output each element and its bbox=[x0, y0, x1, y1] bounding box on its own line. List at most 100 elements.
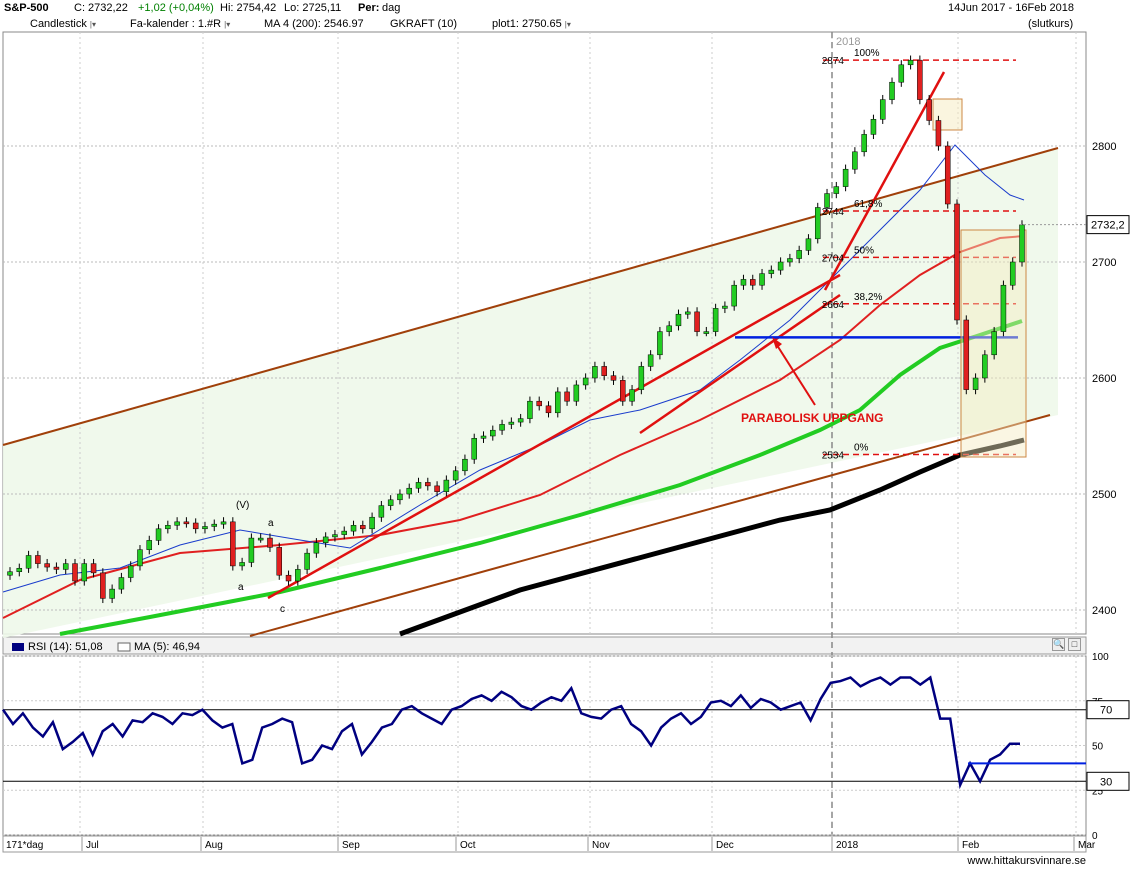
channel-lower-line bbox=[249, 414, 1051, 637]
legend-plot1[interactable]: plot1: 2750.65 |▾ bbox=[492, 18, 571, 30]
candle-body bbox=[536, 400, 542, 407]
candle-body bbox=[759, 273, 765, 286]
rsi-level-box bbox=[1086, 771, 1130, 791]
candle-body bbox=[174, 521, 180, 526]
time-axis-label: Sep bbox=[342, 840, 360, 851]
date-range: 14Jun 2017 - 16Feb 2018 bbox=[948, 2, 1074, 14]
period-value[interactable]: dag bbox=[382, 2, 401, 14]
candle-body bbox=[545, 405, 552, 414]
candle-body bbox=[443, 479, 450, 492]
rsi-level-label: 30 bbox=[1100, 776, 1112, 788]
candle-body bbox=[322, 536, 329, 543]
candle-body bbox=[109, 588, 115, 599]
candle-body bbox=[118, 577, 125, 590]
candle-body bbox=[852, 151, 858, 170]
parabolic-arrowhead bbox=[772, 337, 782, 349]
channel-upper-line bbox=[2, 147, 1059, 446]
candle-body bbox=[183, 521, 190, 525]
candle-body bbox=[898, 64, 905, 83]
fib-price-label: 2664 bbox=[822, 300, 845, 311]
candle-body bbox=[25, 555, 32, 569]
candle-body bbox=[629, 389, 635, 402]
candle-body bbox=[100, 572, 106, 599]
candle-body bbox=[657, 331, 663, 356]
candle-body bbox=[44, 563, 50, 568]
candle-body bbox=[285, 574, 292, 582]
candle-body bbox=[81, 563, 88, 582]
rsi-tick-label: 0 bbox=[1092, 831, 1098, 842]
candle-body bbox=[805, 238, 812, 251]
candle-body bbox=[638, 366, 645, 390]
legend-candlestick[interactable]: Candlestick |▾ bbox=[30, 18, 97, 30]
candle-body bbox=[165, 525, 171, 530]
candle-body bbox=[564, 391, 570, 402]
period-label: Per: bbox=[358, 2, 380, 14]
candle-body bbox=[369, 516, 375, 530]
candle-body bbox=[685, 311, 691, 315]
legend-gkraft[interactable]: GKRAFT (10) bbox=[390, 18, 458, 30]
rsi-level-label: 70 bbox=[1100, 705, 1112, 717]
current-price-box bbox=[1086, 215, 1130, 235]
candle-body bbox=[768, 269, 775, 274]
trend-line-1 bbox=[267, 273, 841, 600]
candle-body bbox=[257, 537, 264, 541]
time-axis-label: Jul bbox=[86, 840, 99, 851]
chevron-down-icon[interactable]: |▾ bbox=[564, 20, 571, 29]
candle-body bbox=[842, 168, 849, 187]
candle-body bbox=[1009, 261, 1016, 286]
year-marker-label: 2018 bbox=[836, 36, 860, 48]
change-value: +1,02 (+0,04%) bbox=[138, 2, 214, 14]
time-axis-label: Feb bbox=[962, 840, 980, 851]
candle-body bbox=[1019, 224, 1025, 263]
candle-body bbox=[647, 354, 654, 367]
candle-body bbox=[387, 499, 394, 506]
candle-body bbox=[889, 81, 895, 100]
candle-body bbox=[230, 521, 236, 567]
candle-body bbox=[573, 384, 580, 402]
candle-body bbox=[239, 562, 245, 567]
candle-body bbox=[452, 470, 459, 481]
ma200-line bbox=[399, 437, 1025, 637]
candle-body bbox=[425, 482, 431, 487]
candle-body bbox=[248, 537, 255, 563]
candle-body bbox=[740, 279, 747, 286]
chevron-down-icon[interactable]: |▾ bbox=[224, 20, 231, 29]
legend-ma200[interactable]: MA 4 (200): 2546.97 bbox=[264, 18, 364, 30]
candle-body bbox=[360, 525, 366, 530]
candle-body bbox=[7, 571, 13, 576]
candle-body bbox=[415, 482, 422, 489]
candle-body bbox=[332, 534, 338, 538]
candle-body bbox=[870, 119, 877, 135]
rsi-line bbox=[1, 675, 1020, 790]
price-tick-label: 2800 bbox=[1092, 141, 1116, 153]
candle-body bbox=[712, 308, 719, 332]
legend-fa-kalender[interactable]: Fa-kalender : 1.#R |▾ bbox=[130, 18, 231, 30]
rsi-level-box bbox=[1086, 700, 1130, 720]
wave-label-c: c bbox=[280, 604, 285, 615]
candle-body bbox=[304, 552, 310, 570]
close-icon[interactable]: □ bbox=[1068, 638, 1081, 651]
rsi-swatch bbox=[12, 643, 24, 651]
trend-line-2 bbox=[639, 293, 841, 435]
candle-body bbox=[517, 418, 524, 423]
candle-body bbox=[675, 313, 682, 327]
candle-body bbox=[879, 99, 886, 120]
candle-body bbox=[926, 99, 932, 121]
candle-body bbox=[787, 258, 793, 263]
candle-body bbox=[490, 429, 496, 437]
candle-body bbox=[471, 438, 477, 460]
parabolic-label: PARABOLISK UPPGANG bbox=[741, 411, 883, 425]
wave-label-a2: a bbox=[238, 582, 244, 593]
fib-price-label: 2534 bbox=[822, 451, 845, 462]
candle-body bbox=[982, 354, 988, 379]
candle-body bbox=[499, 424, 505, 431]
rsi-tick-label: 25 bbox=[1092, 786, 1104, 797]
zoom-icon[interactable]: 🔍 bbox=[1052, 638, 1065, 651]
candle-body bbox=[722, 305, 728, 309]
price-tick-label: 2600 bbox=[1092, 373, 1116, 385]
candle-body bbox=[620, 380, 626, 402]
candle-body bbox=[935, 120, 942, 147]
candle-body bbox=[796, 250, 802, 259]
chevron-down-icon[interactable]: |▾ bbox=[89, 20, 97, 29]
